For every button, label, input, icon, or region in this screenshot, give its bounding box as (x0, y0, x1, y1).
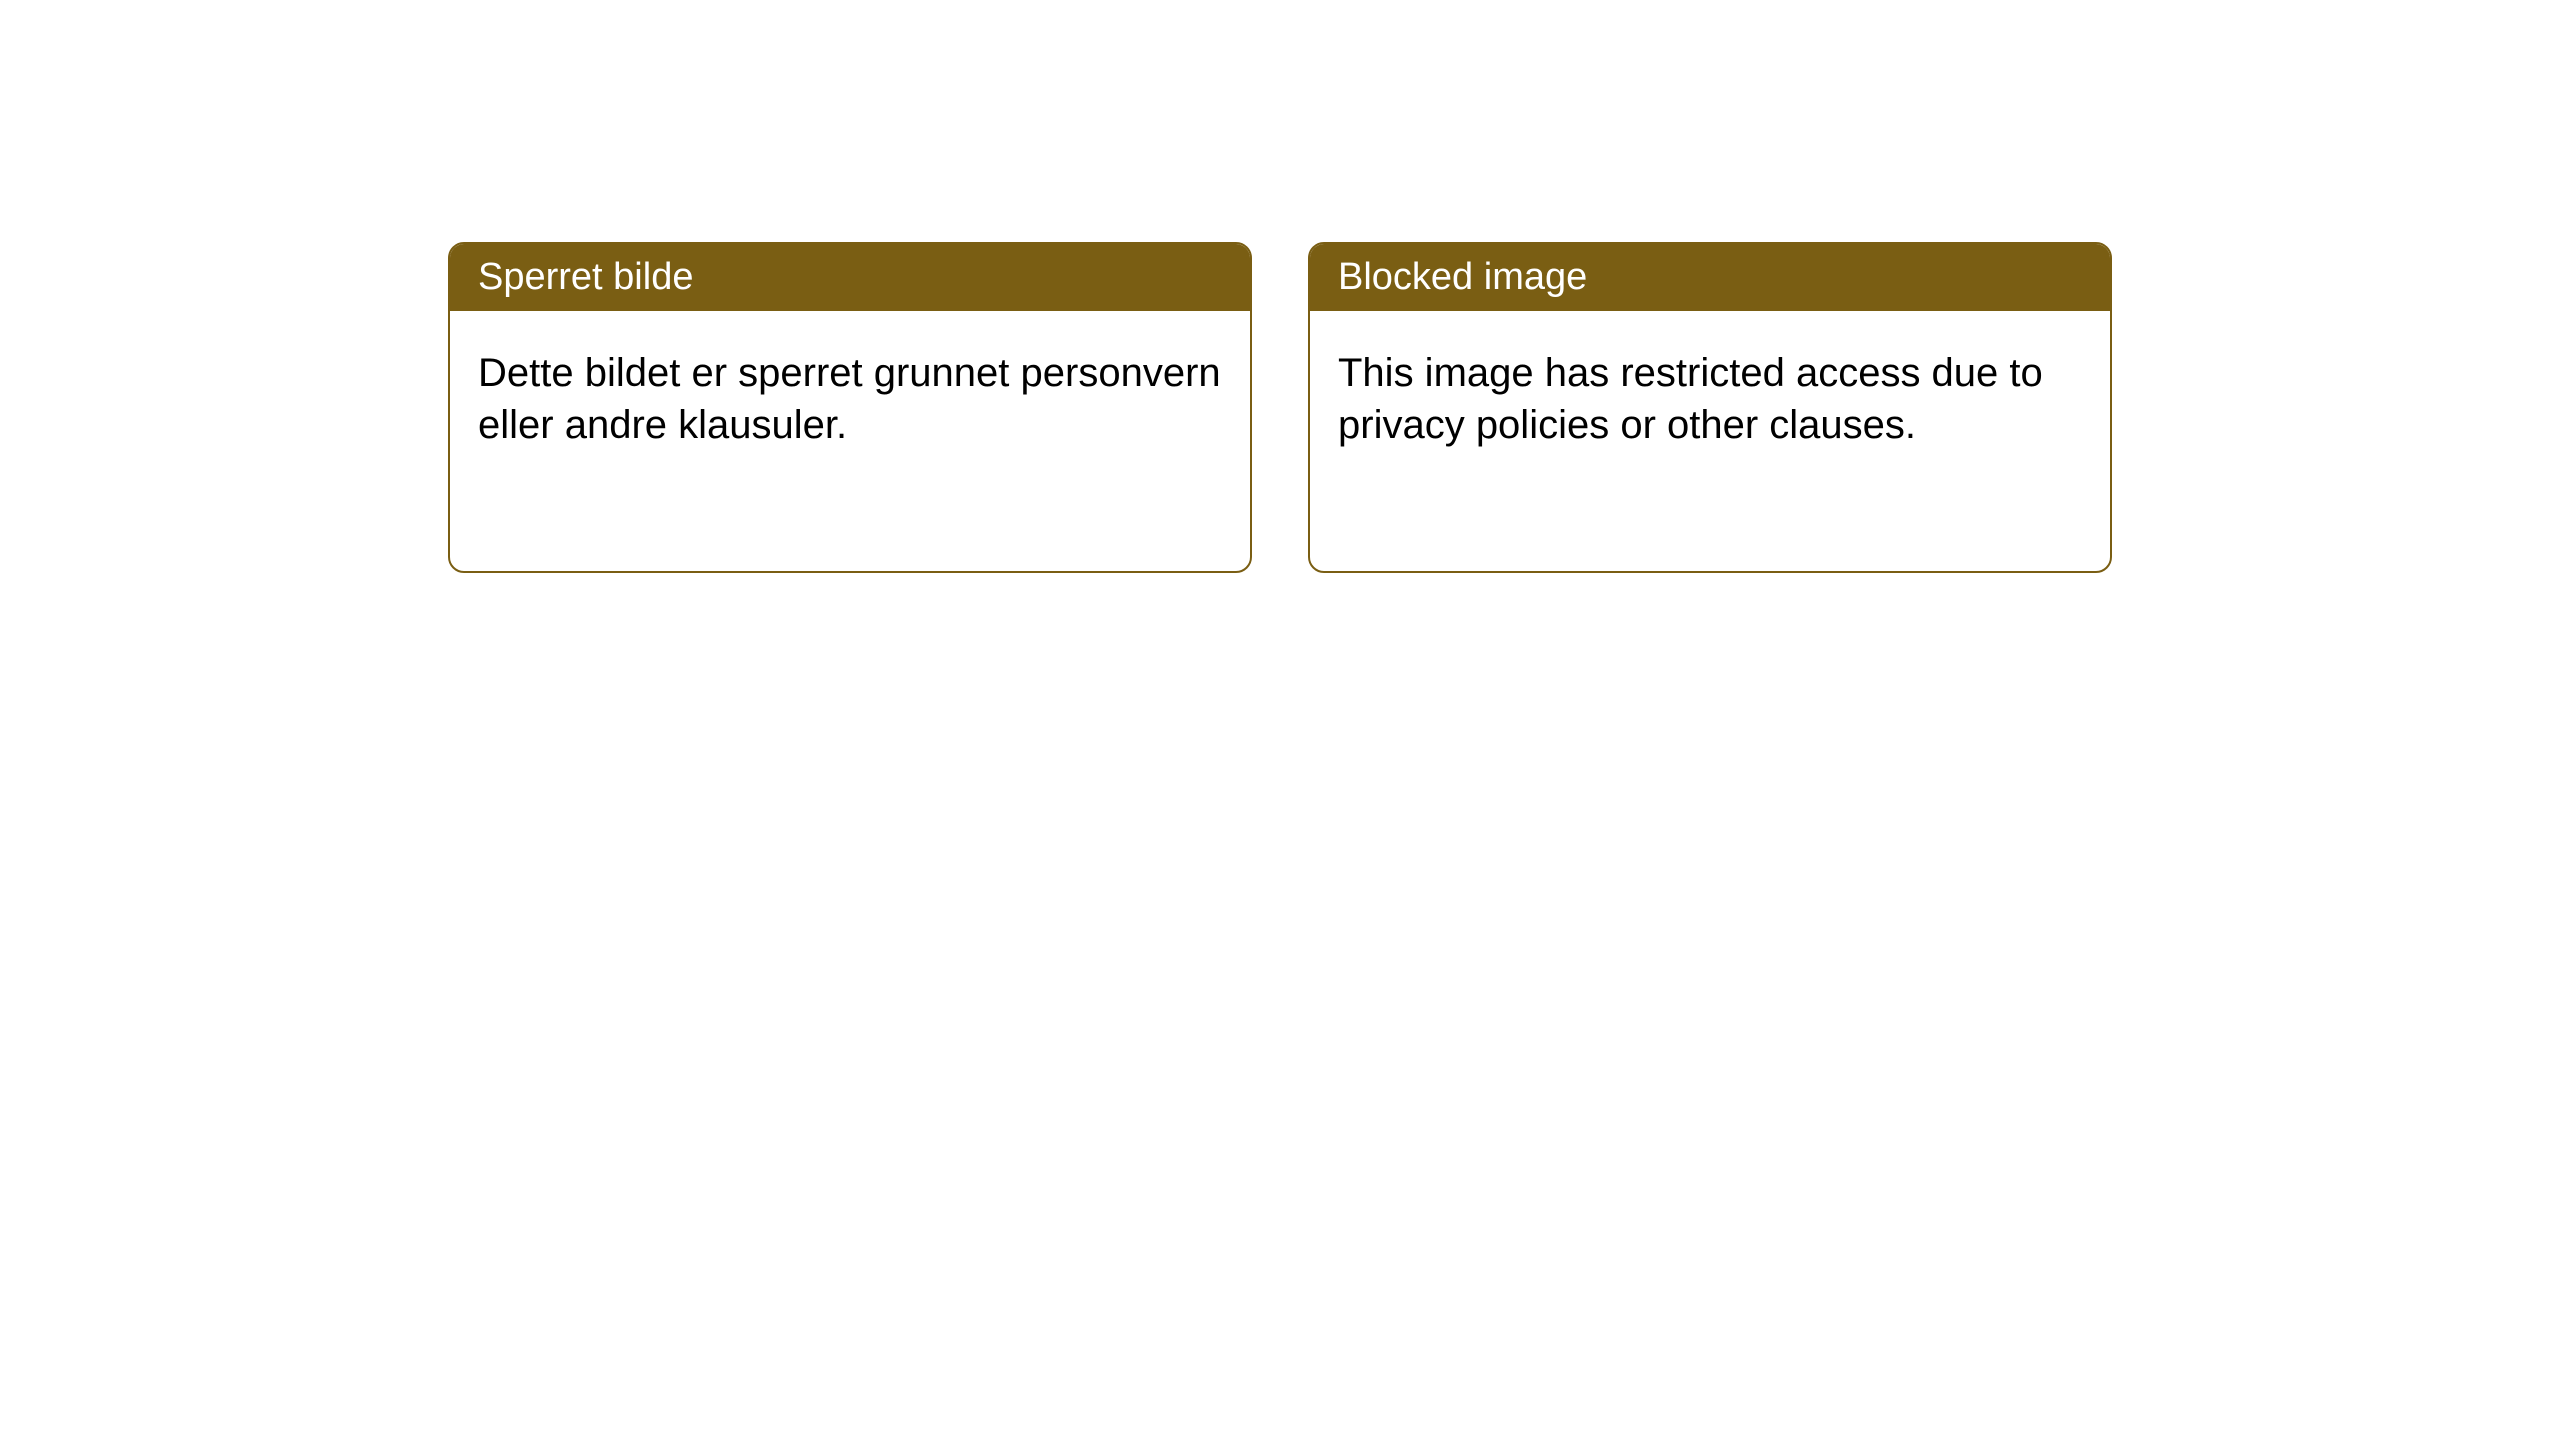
notice-message: This image has restricted access due to … (1338, 351, 2043, 447)
notice-message: Dette bildet er sperret grunnet personve… (478, 351, 1221, 447)
notice-card-english: Blocked image This image has restricted … (1308, 242, 2112, 573)
notice-body: This image has restricted access due to … (1310, 311, 2110, 571)
notice-container: Sperret bilde Dette bildet er sperret gr… (448, 242, 2112, 573)
notice-card-norwegian: Sperret bilde Dette bildet er sperret gr… (448, 242, 1252, 573)
notice-header: Sperret bilde (450, 244, 1250, 311)
notice-title: Blocked image (1338, 256, 1587, 298)
notice-title: Sperret bilde (478, 256, 693, 298)
notice-body: Dette bildet er sperret grunnet personve… (450, 311, 1250, 571)
notice-header: Blocked image (1310, 244, 2110, 311)
